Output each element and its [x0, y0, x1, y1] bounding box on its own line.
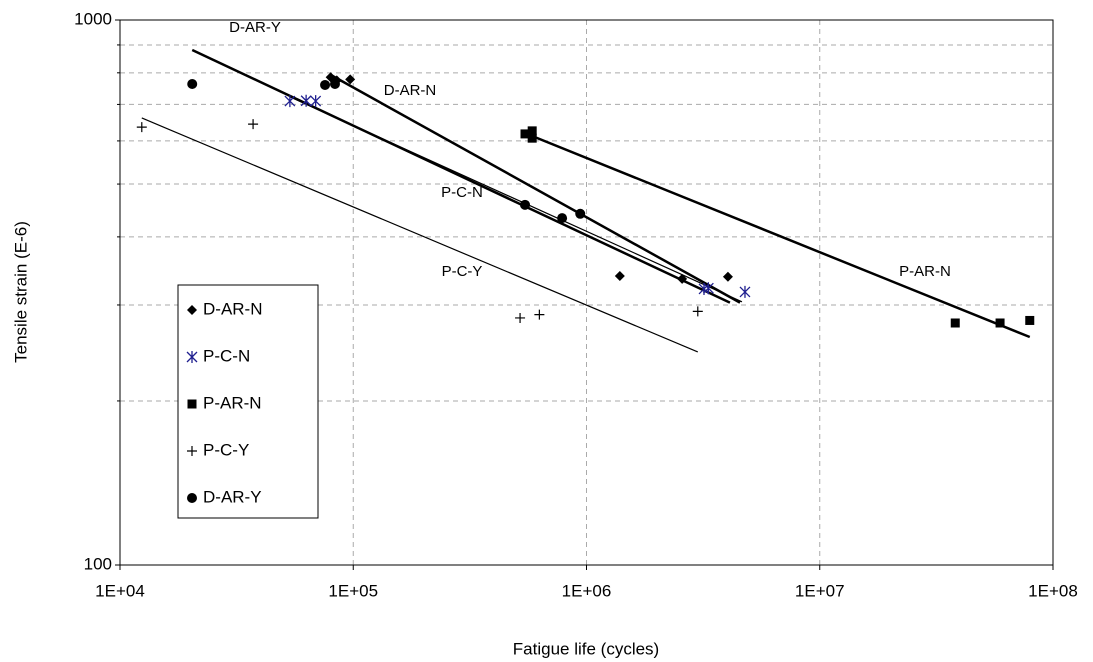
trendline-label: D-AR-N	[384, 82, 437, 99]
marker-circle	[575, 208, 586, 219]
y-axis-label: Tensile strain (E-6)	[11, 221, 30, 363]
legend-label: P-AR-N	[203, 393, 262, 412]
marker-square	[520, 129, 530, 139]
marker-circle	[557, 213, 568, 224]
marker-asterisk	[310, 95, 322, 108]
marker-circle	[329, 79, 340, 90]
marker-diamond	[722, 271, 733, 282]
marker-circle	[187, 79, 198, 90]
marker-asterisk	[284, 95, 296, 108]
legend-label: P-C-Y	[203, 440, 249, 459]
legend-label: D-AR-Y	[203, 487, 262, 506]
marker-diamond	[187, 305, 197, 315]
marker-asterisk	[300, 94, 312, 107]
marker-square	[995, 318, 1005, 328]
y-tick-label: 1000	[74, 9, 112, 28]
marker-asterisk	[702, 282, 714, 295]
trendline	[524, 131, 1031, 339]
marker-plus	[136, 122, 147, 133]
trendline-label: P-AR-N	[899, 263, 951, 280]
x-tick-label: 1E+06	[562, 581, 612, 600]
marker-plus	[248, 119, 259, 130]
legend-label: P-C-N	[203, 346, 250, 365]
trendlines: D-AR-Y D-AR-N P-C-N P-C-Y P-AR-N	[141, 19, 1031, 353]
x-axis-label: Fatigue life (cycles)	[513, 639, 659, 658]
y-tick-label: 100	[84, 554, 112, 573]
trendline-label: D-AR-Y	[229, 19, 281, 36]
trendline-label: P-C-N	[441, 184, 483, 201]
x-tick-label: 1E+05	[328, 581, 378, 600]
marker-square	[187, 399, 197, 409]
marker-plus	[187, 446, 197, 456]
marker-square	[527, 133, 537, 143]
marker-circle	[320, 79, 331, 90]
marker-diamond	[677, 273, 688, 284]
trendline-label: P-C-Y	[442, 263, 483, 280]
trendline	[141, 117, 699, 353]
marker-circle	[187, 493, 197, 503]
trendline	[289, 96, 743, 303]
marker-asterisk	[739, 285, 751, 298]
marker-diamond	[345, 74, 356, 85]
legend-label: D-AR-N	[203, 299, 263, 318]
axes: 1E+04 1E+05 1E+06 1E+07 1E+08 100 1000	[74, 9, 1078, 600]
marker-square	[527, 126, 537, 136]
legend: D-AR-N P-C-N P-AR-N P-C-Y D-AR-Y	[186, 299, 263, 506]
marker-asterisk	[186, 351, 198, 363]
marker-plus	[534, 309, 545, 320]
x-tick-label: 1E+07	[795, 581, 845, 600]
x-tick-label: 1E+04	[95, 581, 145, 600]
marker-square	[1025, 315, 1035, 325]
legend-box	[177, 284, 319, 519]
marker-plus	[692, 306, 703, 317]
markers	[136, 72, 1035, 328]
marker-circle	[520, 199, 531, 210]
trendline	[330, 73, 741, 304]
trendline	[191, 48, 731, 304]
marker-diamond	[614, 271, 625, 282]
x-tick-label: 1E+08	[1028, 581, 1078, 600]
marker-plus	[515, 312, 526, 323]
marker-square	[950, 318, 960, 328]
